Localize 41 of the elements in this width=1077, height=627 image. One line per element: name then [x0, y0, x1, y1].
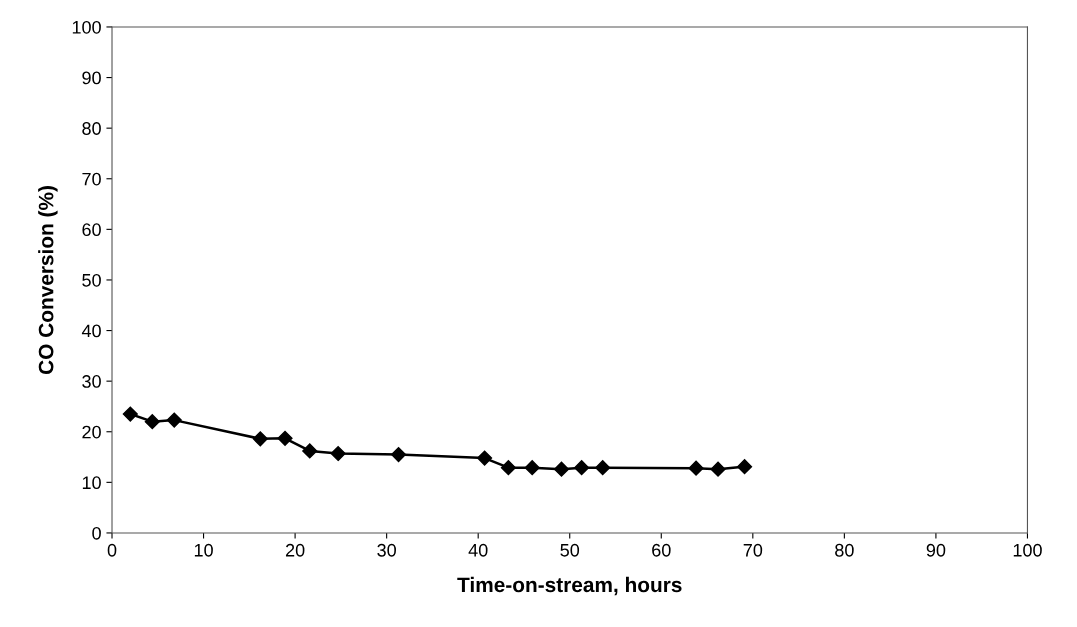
- x-tick-label: 10: [194, 543, 213, 557]
- point: [553, 461, 570, 477]
- y-tick-label: 40: [81, 324, 101, 338]
- x-tick-label: 80: [835, 543, 854, 557]
- point: [144, 414, 160, 430]
- y-tick-label: 10: [82, 476, 101, 490]
- y-tick-label: 100: [72, 20, 101, 34]
- y-axis-title: CO Conversion (%): [38, 186, 58, 375]
- y-tick-label: 0: [92, 526, 101, 540]
- x-tick-label: 20: [285, 543, 305, 557]
- x-tick-label: 40: [468, 543, 488, 557]
- point: [688, 460, 704, 476]
- x-tick-label: 60: [652, 543, 671, 557]
- point: [277, 430, 293, 446]
- x-tick-label: 70: [743, 543, 763, 557]
- point: [122, 406, 138, 422]
- point: [166, 412, 182, 428]
- y-tick-label: 90: [82, 71, 101, 85]
- point: [710, 461, 726, 477]
- x-tick-label: 50: [560, 543, 580, 557]
- point: [595, 460, 611, 476]
- x-tick-label: 100: [1013, 543, 1042, 557]
- point: [574, 460, 590, 476]
- x-tick-label: 30: [377, 543, 396, 557]
- y-tick-label: 50: [82, 273, 101, 287]
- point: [500, 460, 516, 476]
- x-tick-label: 90: [926, 543, 946, 557]
- point: [302, 443, 318, 459]
- point: [477, 450, 493, 466]
- point: [737, 459, 753, 475]
- y-tick-label: 80: [82, 122, 101, 135]
- x-tick-label: 0: [107, 543, 117, 557]
- point: [330, 445, 346, 462]
- point: [252, 431, 268, 447]
- y-tick-label: 20: [82, 425, 101, 439]
- y-tick-label: 60: [82, 223, 101, 237]
- y-tick-label: 30: [82, 375, 101, 388]
- y-tick-label: 70: [82, 172, 101, 186]
- point: [390, 446, 407, 463]
- x-axis-title: Time-on-stream, hours: [457, 576, 682, 596]
- point: [524, 460, 540, 476]
